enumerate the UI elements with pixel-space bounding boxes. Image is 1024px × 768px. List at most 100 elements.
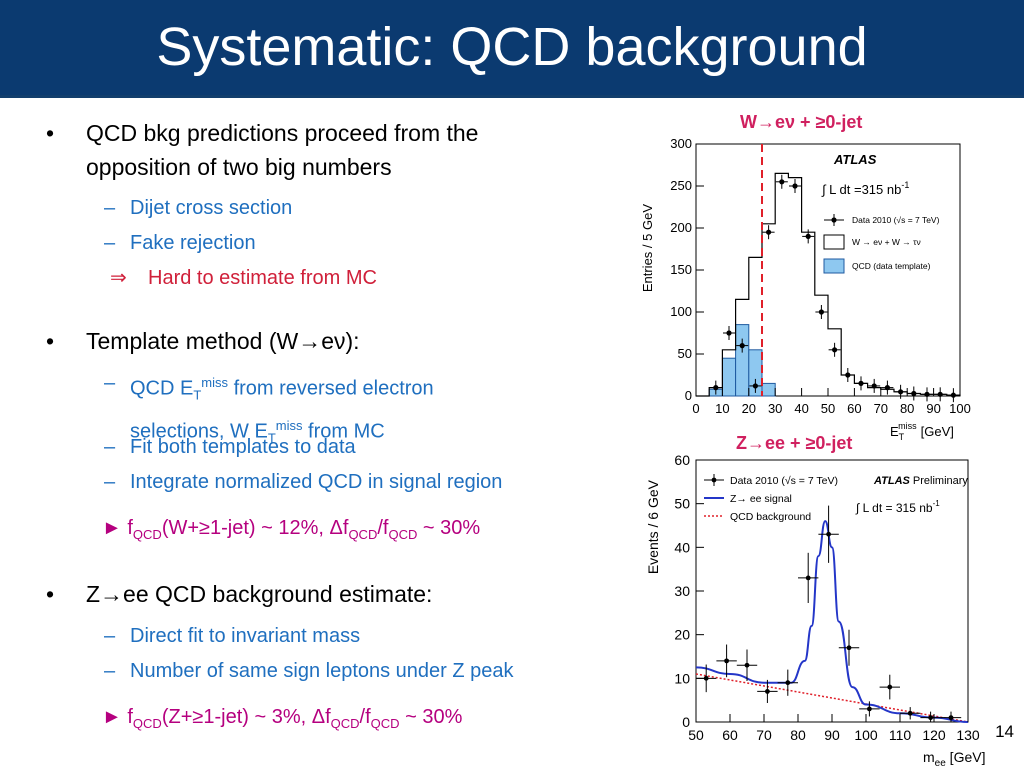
y-tick-label: 50	[674, 496, 690, 512]
atlas-label: ATLAS Preliminary	[873, 475, 968, 487]
sub-text-b: from reversed electron	[228, 377, 434, 400]
bullet-2-text: Template method (W→eν):	[86, 328, 360, 354]
qcd-sub: QCD	[388, 527, 418, 542]
sub-text-a: QCD E	[130, 377, 194, 400]
f: f	[127, 706, 133, 728]
x-tick-label: 30	[768, 401, 782, 416]
sub-text: Fake rejection	[130, 232, 256, 254]
dash: –	[104, 436, 116, 458]
chart-2-plot-area: 50 60 70 80 90 100 110 120 130 0 10 20 30 40 50 60 Event…	[645, 452, 985, 766]
y-axis-label: Entries / 5 GeV	[640, 204, 655, 292]
data-point	[924, 391, 930, 397]
x-tick-label: 90	[926, 401, 940, 416]
data-point	[805, 233, 811, 239]
x-axis-label: ETmiss [GeV]	[890, 421, 954, 442]
atlas-label: ATLAS	[833, 152, 877, 167]
data-point	[937, 391, 943, 397]
x-tick-label: 110	[889, 727, 912, 743]
dash: –	[104, 372, 116, 394]
implies-line: ⇒ Hard to estimate from MC	[110, 263, 377, 293]
bullet-3: • Z→ee QCD background estimate:	[46, 577, 433, 611]
sub-text-d: from MC	[302, 420, 385, 443]
result-z-mid: (Z+≥1-jet) ~ 3%,	[161, 706, 312, 728]
z-signal-curve	[695, 520, 969, 723]
implies-text: Hard to estimate from MC	[148, 267, 377, 289]
data-point	[752, 383, 758, 389]
sub-text: Number of same sign leptons under Z peak	[130, 660, 514, 682]
data-point	[765, 689, 770, 694]
luminosity-label: ∫ L dt =315 nb-1	[821, 180, 909, 197]
legend-mc-swatch	[823, 234, 845, 250]
y-tick-label: 100	[670, 304, 692, 319]
legend-data-marker	[711, 477, 717, 483]
x-tick-label: 70	[756, 727, 772, 743]
x-tick-label: 100	[854, 727, 878, 743]
data-point	[845, 372, 851, 378]
luminosity-label: ∫ L dt = 315 nb-1	[855, 499, 940, 515]
x-tick-label: 60	[722, 727, 738, 743]
legend-mc-label: W → eν + W → τν	[852, 237, 921, 247]
data-point	[739, 343, 745, 349]
y-tick-label: 0	[685, 388, 692, 403]
sub-text-c: selections, W E	[130, 420, 268, 443]
slash-f: /f	[377, 517, 389, 539]
legend-data-label: Data 2010 (√s = 7 TeV)	[730, 475, 838, 487]
sup-miss: miss	[201, 375, 229, 390]
legend-qcd-label: QCD (data template)	[852, 261, 931, 271]
qcd-sub: QCD	[132, 716, 162, 731]
bullet-1-line1: QCD bkg predictions proceed from the	[86, 120, 479, 146]
bullet-2: • Template method (W→eν):	[46, 324, 360, 358]
legend-qcd-label: QCD background	[730, 511, 811, 523]
x-tick-label: 80	[900, 401, 914, 416]
bullet-dot: •	[46, 120, 55, 146]
sub-text: Integrate normalized QCD in signal regio…	[130, 471, 503, 493]
bullet-2-sub-1: – QCD ETmiss from reversed electron sele…	[104, 368, 600, 453]
data-point	[785, 680, 791, 686]
data-point	[928, 715, 933, 721]
dash: –	[104, 660, 116, 682]
delta-f: Δf	[311, 706, 331, 728]
data-point	[898, 389, 904, 395]
data-point	[832, 347, 838, 353]
data-point	[779, 179, 785, 185]
result-w-mid: (W+≥1-jet) ~ 12%,	[161, 517, 330, 539]
bullet-3-sub-2: – Number of same sign leptons under Z pe…	[104, 656, 514, 686]
data-point	[907, 710, 913, 716]
data-point	[792, 183, 798, 189]
bullet-3-text: Z→ee QCD background estimate:	[86, 581, 433, 607]
slash-f: /f	[359, 706, 371, 728]
x-tick-label: 120	[922, 727, 946, 743]
bullet-1-sub-2: – Fake rejection	[104, 228, 256, 258]
dash: –	[104, 197, 116, 219]
qcd-bar	[761, 382, 776, 397]
dash: –	[104, 471, 116, 493]
slide-body: • QCD bkg predictions proceed from the o…	[46, 120, 600, 739]
dash: –	[104, 232, 116, 254]
sub-text: Fit both templates to data	[130, 436, 356, 458]
x-tick-label: 40	[794, 401, 808, 416]
data-point	[726, 330, 732, 336]
sub-text: Direct fit to invariant mass	[130, 625, 361, 647]
y-tick-label: 250	[670, 178, 692, 193]
bullet-1-line2: opposition of two big numbers	[86, 154, 392, 180]
data-point	[713, 385, 719, 391]
data-point	[846, 645, 852, 651]
data-point	[858, 380, 864, 386]
dash: –	[104, 625, 116, 647]
x-tick-label: 0	[692, 401, 699, 416]
sup-miss: miss	[275, 417, 303, 433]
data-point	[867, 706, 872, 712]
delta-f: Δf	[329, 517, 349, 539]
result-z: ► fQCD(Z+≥1-jet) ~ 3%, ΔfQCD/fQCD ~ 30%	[102, 702, 462, 739]
y-tick-label: 200	[670, 220, 692, 235]
qcd-bar	[735, 324, 750, 397]
qcd-sub: QCD	[348, 527, 378, 542]
legend-signal-label: Z→ ee signal	[730, 493, 792, 505]
result-w-end: ~ 30%	[417, 517, 481, 539]
data-point	[826, 531, 831, 537]
x-tick-label: 130	[956, 727, 980, 743]
result-arrow-icon: ►	[102, 706, 122, 728]
data-point	[703, 675, 709, 681]
x-tick-label: 50	[821, 401, 835, 416]
data-point	[884, 385, 890, 391]
